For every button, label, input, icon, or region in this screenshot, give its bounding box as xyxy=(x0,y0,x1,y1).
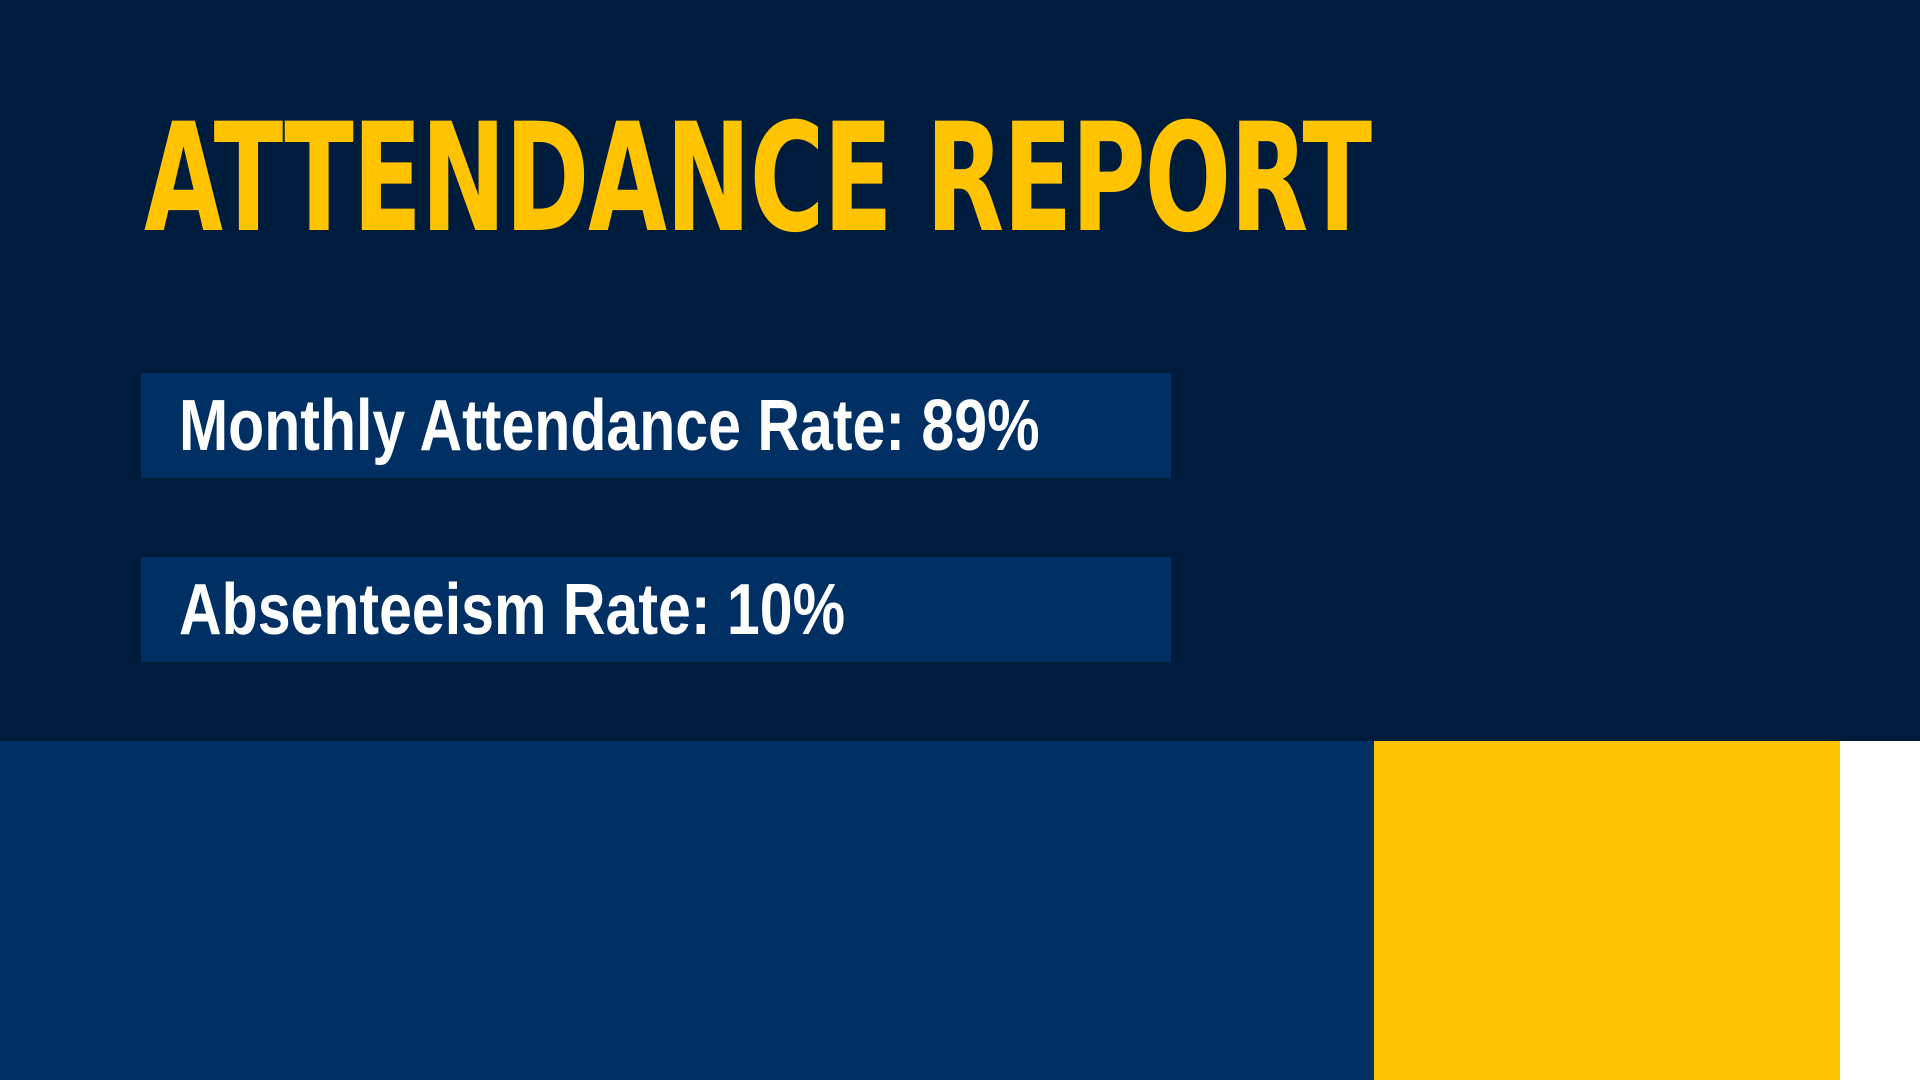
bottom-yellow-accent-block xyxy=(1374,741,1840,1080)
bottom-white-block xyxy=(1840,741,1920,1080)
absenteeism-rate: Absenteeism Rate: 10% xyxy=(179,569,846,650)
absenteeism-stat-box: Absenteeism Rate: 10% xyxy=(141,557,1171,662)
page-title: ATTENDANCE REPORT xyxy=(144,92,1372,266)
monthly-attendance-stat-box: Monthly Attendance Rate: 89% xyxy=(141,373,1171,478)
bottom-blue-block xyxy=(0,741,1374,1080)
monthly-attendance-rate: Monthly Attendance Rate: 89% xyxy=(179,385,1040,466)
